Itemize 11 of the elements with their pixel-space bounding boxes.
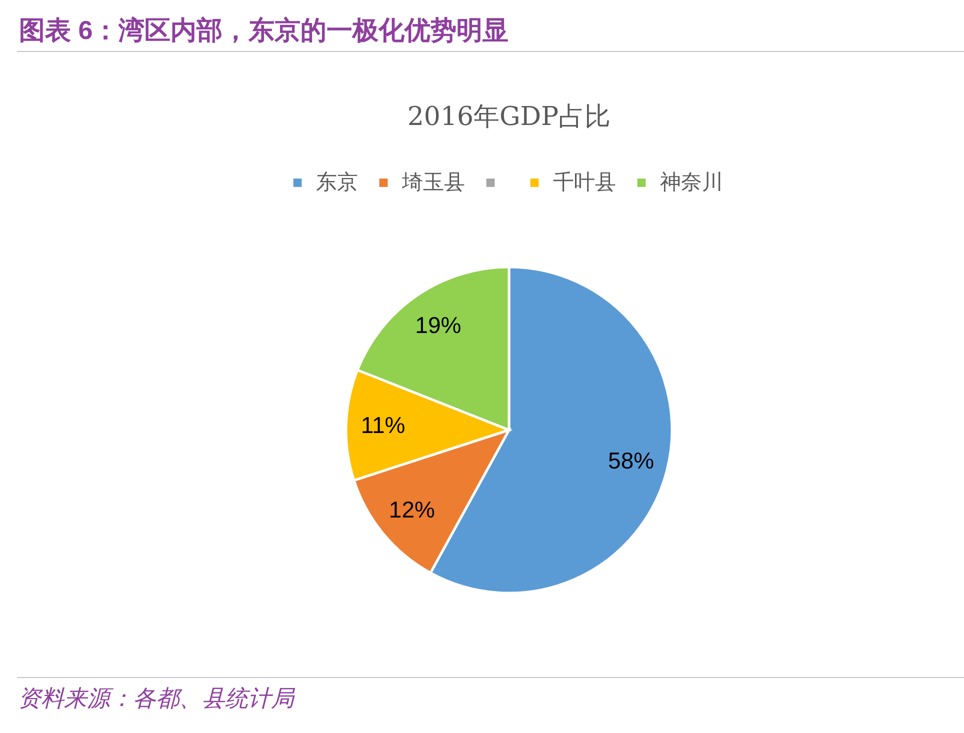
text: 资料来源：各都、县统计局: [18, 685, 294, 713]
legend-label: 埼玉县: [401, 170, 465, 194]
data-label: 11%: [360, 412, 406, 438]
legend-label: 东京: [316, 170, 358, 194]
legend-label: 神奈川: [660, 170, 723, 194]
data-label: 12%: [388, 496, 435, 522]
chart-title: 图表 6：湾区内部，东京的一极化优势明显: [19, 14, 509, 47]
legend-label: 千叶县: [553, 170, 616, 194]
data-label: 58%: [608, 447, 654, 474]
data-label: 19%: [415, 312, 462, 338]
chart-subtitle: 2016年GDP占比: [407, 102, 611, 132]
